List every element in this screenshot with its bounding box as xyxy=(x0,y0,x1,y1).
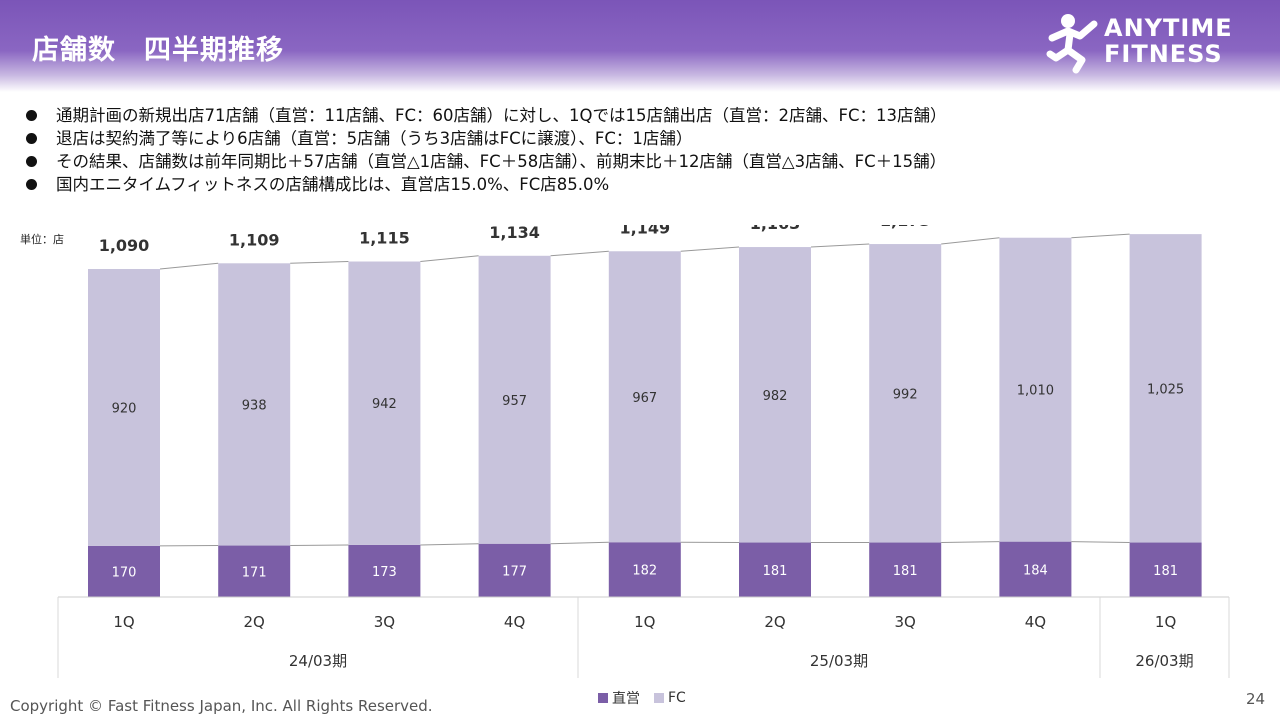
legend-swatch-direct xyxy=(598,693,608,703)
bar-direct xyxy=(608,542,681,597)
data-label-fc: 920 xyxy=(112,401,137,416)
connector-line-total xyxy=(420,255,479,262)
page-title: 店舗数 四半期推移 xyxy=(32,35,284,66)
x-tick-label: 1Q xyxy=(113,613,134,631)
data-label-direct: 177 xyxy=(502,564,527,579)
data-label-fc: 938 xyxy=(242,398,267,413)
x-tick-label: 3Q xyxy=(895,613,916,631)
bullet-item: 退店は契約満了等により6店舗（直営：5店舗（うち3店舗はFCに譲渡）、FC：1店… xyxy=(26,127,946,150)
connector-line-total xyxy=(680,246,740,252)
data-label-fc: 1,025 xyxy=(1147,382,1184,397)
bar-direct xyxy=(999,541,1072,597)
data-label-direct: 181 xyxy=(1153,564,1178,579)
data-label-total: 1,134 xyxy=(489,225,540,242)
store-count-chart: 170 920 1,090 171 938 1,109 173 942 1,115 177 957 1… xyxy=(57,225,1230,678)
bar-fc xyxy=(348,261,421,545)
data-label-direct: 171 xyxy=(242,565,267,580)
bar-direct xyxy=(739,542,811,597)
bar-fc xyxy=(88,269,160,546)
x-tick-label: 2Q xyxy=(764,613,785,631)
connector-line-direct xyxy=(420,543,479,546)
data-label-direct: 181 xyxy=(763,564,788,579)
connector-line-direct xyxy=(290,544,349,547)
x-tick-label: 4Q xyxy=(504,613,525,631)
data-label-direct: 182 xyxy=(632,564,657,579)
bullet-text: 通期計画の新規出店71店舗（直営：11店舗、FC：60店舗）に対し、1Qでは15… xyxy=(56,106,947,125)
connector-line-total xyxy=(290,260,349,264)
bullet-text: 国内エニタイムフィットネスの店舗構成比は、直営店15.0%、FC店85.0% xyxy=(56,175,610,194)
bar-direct xyxy=(869,542,942,597)
bar-direct xyxy=(478,543,551,597)
bar-fc xyxy=(478,255,551,544)
legend-label-fc: FC xyxy=(668,690,686,706)
data-label-total: 1,173 xyxy=(880,225,931,230)
x-group-label: 26/03期 xyxy=(1135,652,1193,670)
data-label-fc: 992 xyxy=(893,387,918,402)
data-label-fc: 982 xyxy=(763,389,788,404)
data-label-fc: 967 xyxy=(632,391,657,406)
anytime-fitness-logo: ANYTIME FITNESS xyxy=(1046,10,1268,74)
bullet-item: 国内エニタイムフィットネスの店舗構成比は、直営店15.0%、FC店85.0% xyxy=(26,173,946,196)
legend-item-direct: 直営 xyxy=(598,688,640,708)
copyright-text: Copyright © Fast Fitness Japan, Inc. All… xyxy=(10,697,433,715)
x-tick-label: 3Q xyxy=(374,613,395,631)
connector-line-total xyxy=(159,262,219,270)
bullet-text: 退店は契約満了等により6店舗（直営：5店舗（うち3店舗はFCに譲渡）、FC：1店… xyxy=(56,129,693,148)
bar-fc xyxy=(869,244,942,543)
bar-fc xyxy=(1129,234,1202,543)
data-label-fc: 1,010 xyxy=(1017,384,1054,399)
bar-direct xyxy=(88,545,160,597)
legend-item-fc: FC xyxy=(654,690,686,706)
data-label-direct: 170 xyxy=(112,565,137,580)
x-tick-label: 4Q xyxy=(1025,613,1046,631)
bullet-dot-icon xyxy=(26,133,37,144)
logo-text-fitness: FITNESS xyxy=(1104,40,1223,68)
bar-fc xyxy=(999,237,1072,542)
connector-line-direct xyxy=(1071,541,1130,544)
data-label-fc: 942 xyxy=(372,397,397,412)
bullet-dot-icon xyxy=(26,156,37,167)
bar-fc xyxy=(739,247,811,543)
bar-direct xyxy=(1129,542,1202,597)
bullet-item: 通期計画の新規出店71店舗（直営：11店舗、FC：60店舗）に対し、1Qでは15… xyxy=(26,104,946,127)
connector-line-direct xyxy=(550,541,609,545)
chart-legend: 直営 FC xyxy=(598,688,686,708)
data-label-direct: 184 xyxy=(1023,563,1048,578)
data-label-direct: 181 xyxy=(893,564,918,579)
data-label-direct: 173 xyxy=(372,565,397,580)
connector-line-direct xyxy=(941,541,1000,544)
data-label-total: 1,163 xyxy=(750,225,801,233)
x-group-label: 25/03期 xyxy=(810,652,868,670)
connector-line-total xyxy=(1071,233,1130,239)
bullet-list: 通期計画の新規出店71店舗（直営：11店舗、FC：60店舗）に対し、1Qでは15… xyxy=(26,104,946,196)
bullet-text: その結果、店舗数は前年同期比＋57店舗（直営△1店舗、FC＋58店舗）、前期末比… xyxy=(56,152,947,171)
page-number: 24 xyxy=(1246,690,1266,708)
x-tick-label: 1Q xyxy=(634,613,655,631)
legend-label-direct: 直営 xyxy=(612,691,640,707)
data-label-fc: 957 xyxy=(502,394,527,409)
bar-fc xyxy=(608,251,681,543)
connector-line-total xyxy=(941,237,1000,245)
header-bar: 店舗数 四半期推移 ANYTIME FITNESS xyxy=(0,0,1280,92)
data-label-total: 1,149 xyxy=(619,225,670,237)
x-tick-label: 1Q xyxy=(1155,613,1176,631)
data-label-total: 1,090 xyxy=(99,236,150,255)
unit-label: 単位：店 xyxy=(20,233,64,246)
bullet-dot-icon xyxy=(26,110,37,121)
bar-fc xyxy=(218,263,291,546)
x-tick-label: 2Q xyxy=(244,613,265,631)
bullet-dot-icon xyxy=(26,179,37,190)
bullet-item: その結果、店舗数は前年同期比＋57店舗（直営△1店舗、FC＋58店舗）、前期末比… xyxy=(26,150,946,173)
logo-text-anytime: ANYTIME xyxy=(1104,14,1233,42)
connector-line-total xyxy=(810,243,870,248)
bar-direct xyxy=(348,544,421,597)
data-label-total: 1,109 xyxy=(229,230,280,249)
x-group-label: 24/03期 xyxy=(289,652,347,670)
connector-line-total xyxy=(550,250,609,257)
running-man-icon xyxy=(1046,14,1098,74)
legend-swatch-fc xyxy=(654,693,664,703)
bar-direct xyxy=(218,545,291,597)
data-label-total: 1,115 xyxy=(359,228,410,247)
